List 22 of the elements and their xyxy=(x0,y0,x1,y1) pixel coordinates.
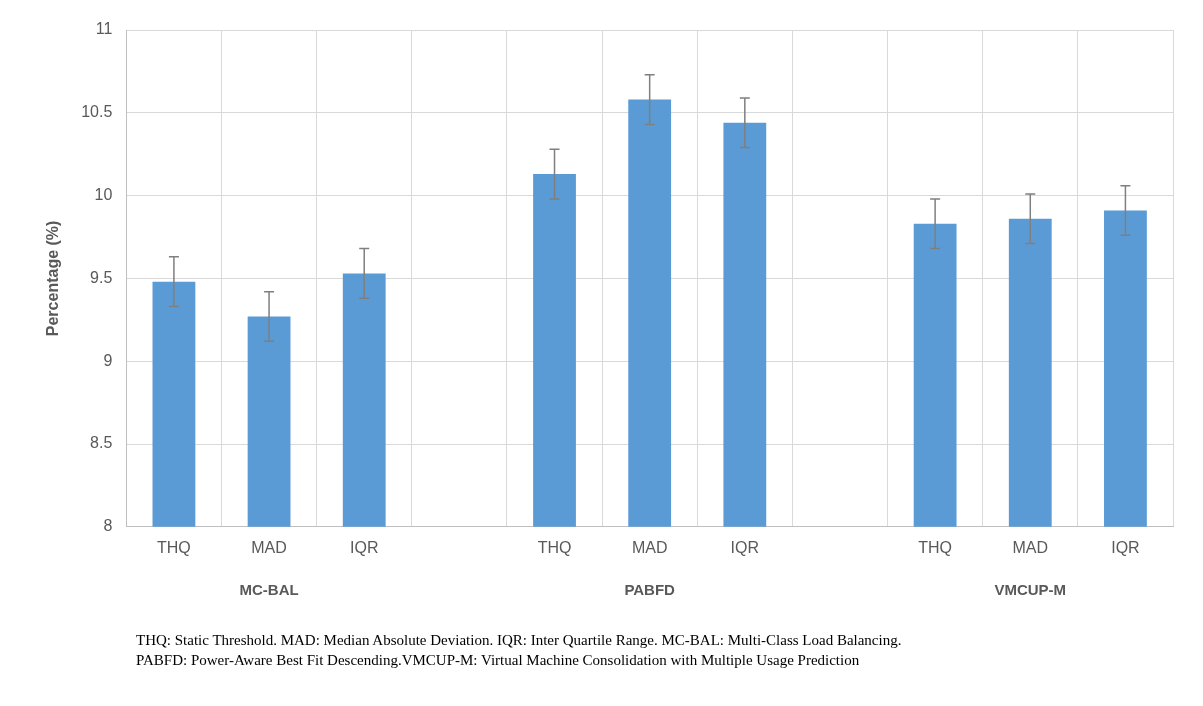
x-tick-label: IQR xyxy=(1111,538,1140,556)
text: MC-BAL xyxy=(239,580,299,598)
x-tick-label: MAD xyxy=(251,538,287,556)
x-tick-label: MAD xyxy=(631,538,668,556)
y-tick-label: 8.5 xyxy=(90,434,113,452)
y-tick-label: 9.5 xyxy=(90,268,113,286)
text: PABFD xyxy=(624,580,676,598)
x-tick-label: IQR xyxy=(349,538,379,556)
y-tick-label: 9 xyxy=(103,351,113,369)
text: THQ: Static Threshold. MAD: Median Absolute Deviation. IQR: Inter Quartile Range. MC-BAL: Multi-Class Load Balancing. xyxy=(136,631,902,650)
y-tick-label: 10.5 xyxy=(81,103,113,121)
y-tick-label: 8 xyxy=(103,517,113,535)
y-tick-label: 10 xyxy=(94,186,113,204)
x-tick-label: THQ xyxy=(918,538,953,556)
text: VMCUP-M xyxy=(994,580,1067,598)
text: PABFD: Power-Aware Best Fit Descending.VMCUP-M: Virtual Machine Consolidation with Multiple Usage Prediction xyxy=(136,651,861,670)
y-axis-title: Percentage (%) xyxy=(44,220,62,337)
x-tick-label: IQR xyxy=(730,538,760,556)
x-tick-label: THQ xyxy=(537,538,572,556)
x-tick-label: THQ xyxy=(157,538,191,556)
y-tick-label: 11 xyxy=(95,20,113,38)
x-tick-label: MAD xyxy=(1012,538,1049,556)
